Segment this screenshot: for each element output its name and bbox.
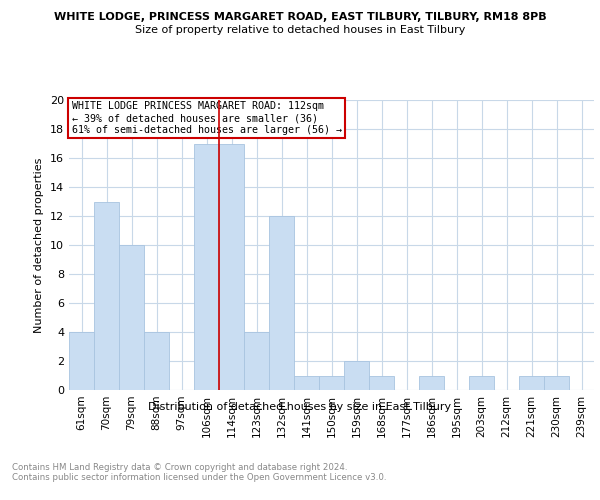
Bar bbox=[94, 202, 119, 390]
Bar bbox=[294, 376, 319, 390]
Bar bbox=[319, 376, 344, 390]
Text: WHITE LODGE PRINCESS MARGARET ROAD: 112sqm
← 39% of detached houses are smaller : WHITE LODGE PRINCESS MARGARET ROAD: 112s… bbox=[71, 102, 341, 134]
Bar bbox=[469, 376, 494, 390]
Y-axis label: Number of detached properties: Number of detached properties bbox=[34, 158, 44, 332]
Bar bbox=[194, 144, 219, 390]
Bar bbox=[69, 332, 94, 390]
Bar bbox=[244, 332, 269, 390]
Bar bbox=[119, 245, 144, 390]
Bar bbox=[519, 376, 544, 390]
Bar bbox=[544, 376, 569, 390]
Bar bbox=[344, 361, 369, 390]
Bar bbox=[219, 144, 244, 390]
Text: WHITE LODGE, PRINCESS MARGARET ROAD, EAST TILBURY, TILBURY, RM18 8PB: WHITE LODGE, PRINCESS MARGARET ROAD, EAS… bbox=[53, 12, 547, 22]
Bar bbox=[144, 332, 169, 390]
Text: Size of property relative to detached houses in East Tilbury: Size of property relative to detached ho… bbox=[135, 25, 465, 35]
Bar bbox=[369, 376, 394, 390]
Bar bbox=[269, 216, 294, 390]
Text: Distribution of detached houses by size in East Tilbury: Distribution of detached houses by size … bbox=[148, 402, 452, 412]
Bar bbox=[419, 376, 444, 390]
Text: Contains HM Land Registry data © Crown copyright and database right 2024.
Contai: Contains HM Land Registry data © Crown c… bbox=[12, 462, 386, 482]
